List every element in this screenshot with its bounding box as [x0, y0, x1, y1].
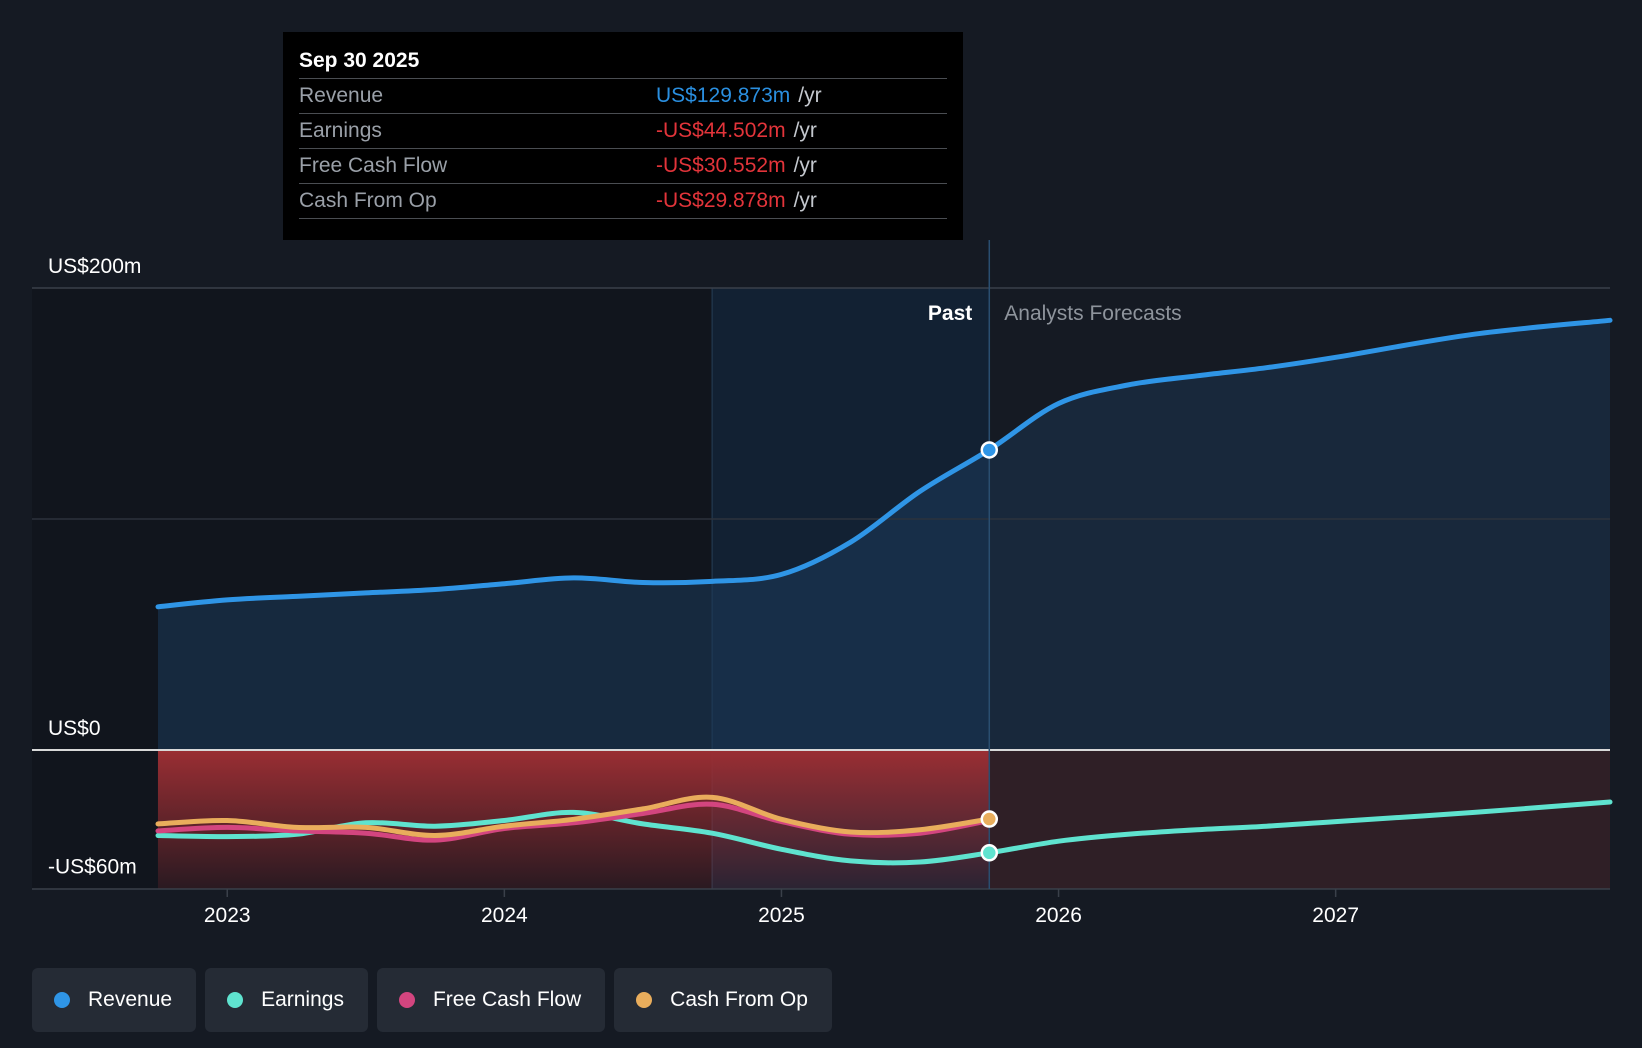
legend-dot-icon: [636, 992, 653, 1008]
revenue-area-past: [158, 449, 990, 750]
tooltip-value: -US$30.552m: [656, 154, 786, 177]
x-tick-label: 2025: [758, 904, 805, 927]
tooltip-row-earnings: Earnings -US$44.502m /yr: [299, 113, 947, 148]
marker-earnings: [980, 844, 999, 862]
tooltip: Sep 30 2025 Revenue US$129.873m /yr Earn…: [283, 32, 963, 240]
x-tick-label: 2023: [204, 904, 251, 927]
tooltip-value: -US$44.502m: [656, 119, 786, 142]
legend-label: Free Cash Flow: [432, 988, 582, 1011]
revenue-area-forecast: [989, 320, 1610, 750]
tooltip-unit: /yr: [798, 84, 822, 107]
legend-label: Cash From Op: [670, 988, 808, 1011]
series-line-revenue: [155, 317, 1613, 610]
legend-dot-icon: [227, 992, 244, 1008]
tooltip-label: Free Cash Flow: [299, 154, 448, 177]
legend-dot-icon: [54, 992, 70, 1008]
forecast-label: Analysts Forecasts: [1004, 302, 1181, 325]
tooltip-unit: /yr: [793, 154, 817, 177]
tooltip-row-revenue: Revenue US$129.873m /yr: [299, 78, 947, 113]
y-tick-label: -US$60m: [48, 856, 137, 879]
tooltip-row-cash-from-op: Cash From Op -US$29.878m /yr: [299, 183, 947, 219]
chart: Past Analysts Forecasts US$200m US$0 -US$60m…: [32, 240, 1613, 927]
tooltip-row-free-cash-flow: Free Cash Flow -US$30.552m /yr: [299, 148, 947, 183]
legend-item-revenue[interactable]: Revenue: [32, 968, 197, 1032]
legend-label: Earnings: [261, 988, 344, 1011]
series-line-earnings: [155, 799, 1613, 866]
legend-item-earnings[interactable]: Earnings: [205, 968, 368, 1032]
legend-label: Revenue: [88, 988, 173, 1011]
x-tick-label: 2027: [1312, 904, 1359, 927]
x-tick-label: 2026: [1035, 904, 1082, 927]
past-label: Past: [928, 302, 972, 325]
y-tick-label: US$200m: [48, 255, 141, 278]
legend: Revenue Earnings Free Cash Flow Cash Fro…: [32, 968, 832, 1032]
legend-dot-icon: [398, 992, 415, 1008]
tooltip-value: US$129.873m: [656, 84, 791, 107]
tooltip-unit: /yr: [793, 119, 817, 142]
legend-item-free-cash-flow[interactable]: Free Cash Flow: [376, 968, 606, 1032]
series-line-cash-from-op: [155, 794, 992, 839]
tooltip-value: -US$29.878m: [656, 189, 786, 212]
tooltip-unit: /yr: [793, 189, 817, 212]
marker-revenue: [980, 441, 999, 459]
marker-cash-from-op: [980, 810, 999, 828]
tooltip-label: Cash From Op: [299, 189, 437, 212]
x-tick-label: 2024: [481, 904, 528, 927]
negative-area-forecast: [989, 750, 1610, 889]
legend-item-cash-from-op[interactable]: Cash From Op: [614, 968, 832, 1032]
tooltip-date: Sep 30 2025: [299, 49, 420, 72]
y-tick-label: US$0: [48, 717, 101, 740]
tooltip-label: Earnings: [299, 119, 382, 142]
tooltip-label: Revenue: [299, 84, 384, 107]
